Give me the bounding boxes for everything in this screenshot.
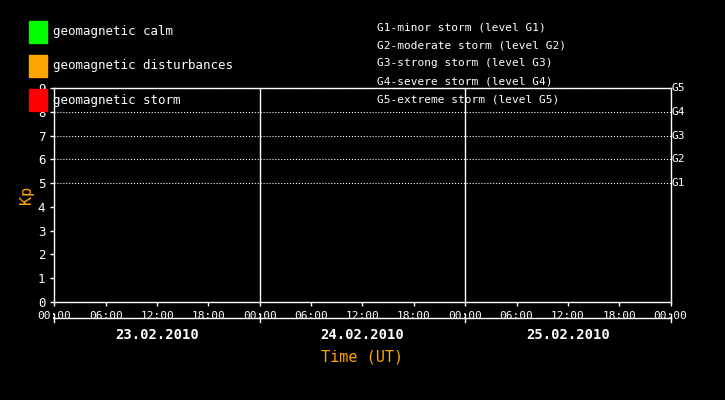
Text: G1: G1: [672, 178, 685, 188]
Text: 25.02.2010: 25.02.2010: [526, 328, 610, 342]
Text: Time (UT): Time (UT): [321, 350, 404, 365]
Y-axis label: Kp: Kp: [19, 186, 33, 204]
Text: geomagnetic storm: geomagnetic storm: [53, 94, 181, 106]
Text: G5: G5: [672, 83, 685, 93]
Text: G5-extreme storm (level G5): G5-extreme storm (level G5): [377, 94, 559, 104]
Text: G3-strong storm (level G3): G3-strong storm (level G3): [377, 58, 552, 68]
Text: G4: G4: [672, 107, 685, 117]
Text: geomagnetic disturbances: geomagnetic disturbances: [53, 60, 233, 72]
Text: G1-minor storm (level G1): G1-minor storm (level G1): [377, 22, 546, 32]
Text: G2-moderate storm (level G2): G2-moderate storm (level G2): [377, 40, 566, 50]
Text: G2: G2: [672, 154, 685, 164]
Text: G4-severe storm (level G4): G4-severe storm (level G4): [377, 76, 552, 86]
Text: geomagnetic calm: geomagnetic calm: [53, 26, 173, 38]
Text: G3: G3: [672, 130, 685, 140]
Text: 24.02.2010: 24.02.2010: [320, 328, 405, 342]
Text: 23.02.2010: 23.02.2010: [115, 328, 199, 342]
